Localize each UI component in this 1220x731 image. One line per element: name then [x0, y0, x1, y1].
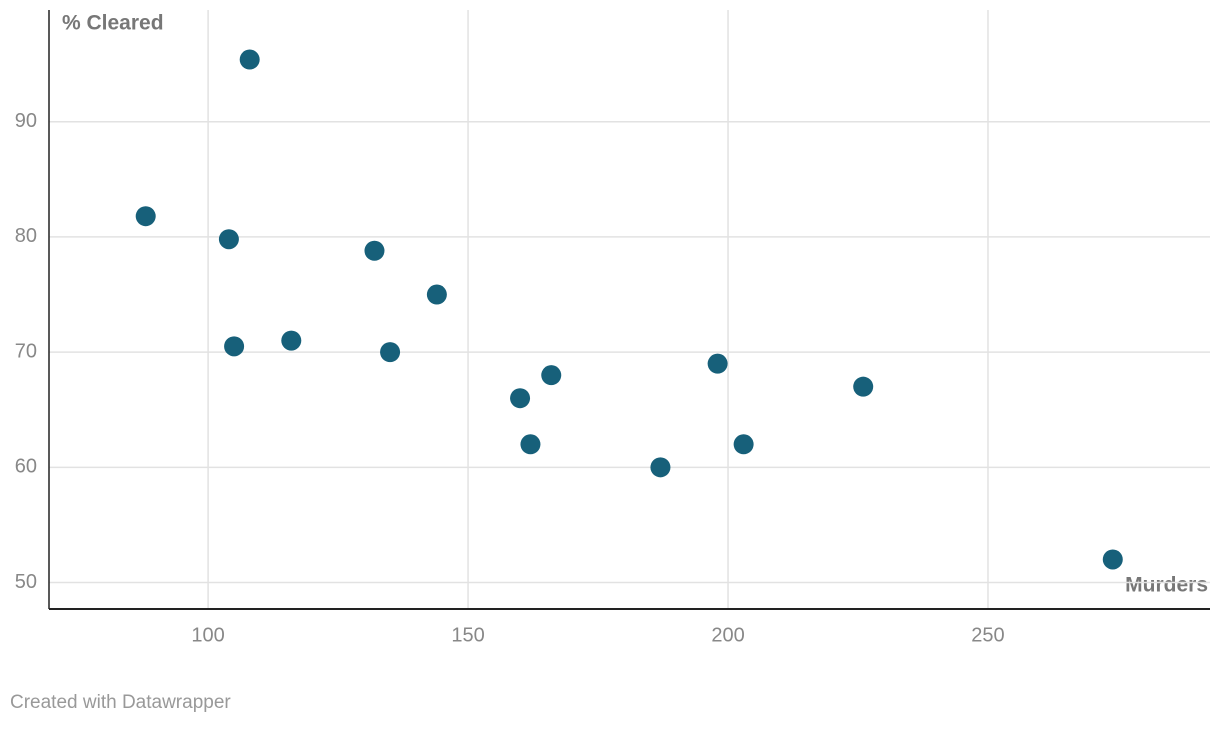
point	[380, 342, 401, 363]
point	[733, 434, 754, 455]
point	[520, 434, 541, 455]
x-tick-label: 150	[451, 624, 484, 646]
point	[426, 284, 447, 305]
x-tick-label: 200	[711, 624, 744, 646]
footer: Created with Datawrapper	[10, 692, 231, 713]
point	[135, 206, 156, 227]
point	[541, 365, 562, 386]
point	[224, 336, 245, 357]
point	[510, 388, 531, 409]
x-tick-label: 100	[191, 624, 224, 646]
point	[1102, 549, 1123, 570]
point	[281, 330, 302, 351]
point	[707, 353, 728, 374]
point	[853, 376, 874, 397]
y-tick-label: 50	[15, 571, 37, 593]
x-axis-label: Murders	[1125, 574, 1208, 597]
y-tick-label: 60	[15, 456, 37, 478]
point	[650, 457, 671, 478]
point	[239, 49, 260, 70]
x-tick-label: 250	[971, 624, 1004, 646]
y-axis-label: % Cleared	[62, 12, 164, 35]
y-tick-label: 70	[15, 340, 37, 362]
point	[364, 240, 385, 261]
point	[218, 229, 239, 250]
y-tick-label: 90	[15, 110, 37, 132]
y-tick-label: 80	[15, 225, 37, 247]
